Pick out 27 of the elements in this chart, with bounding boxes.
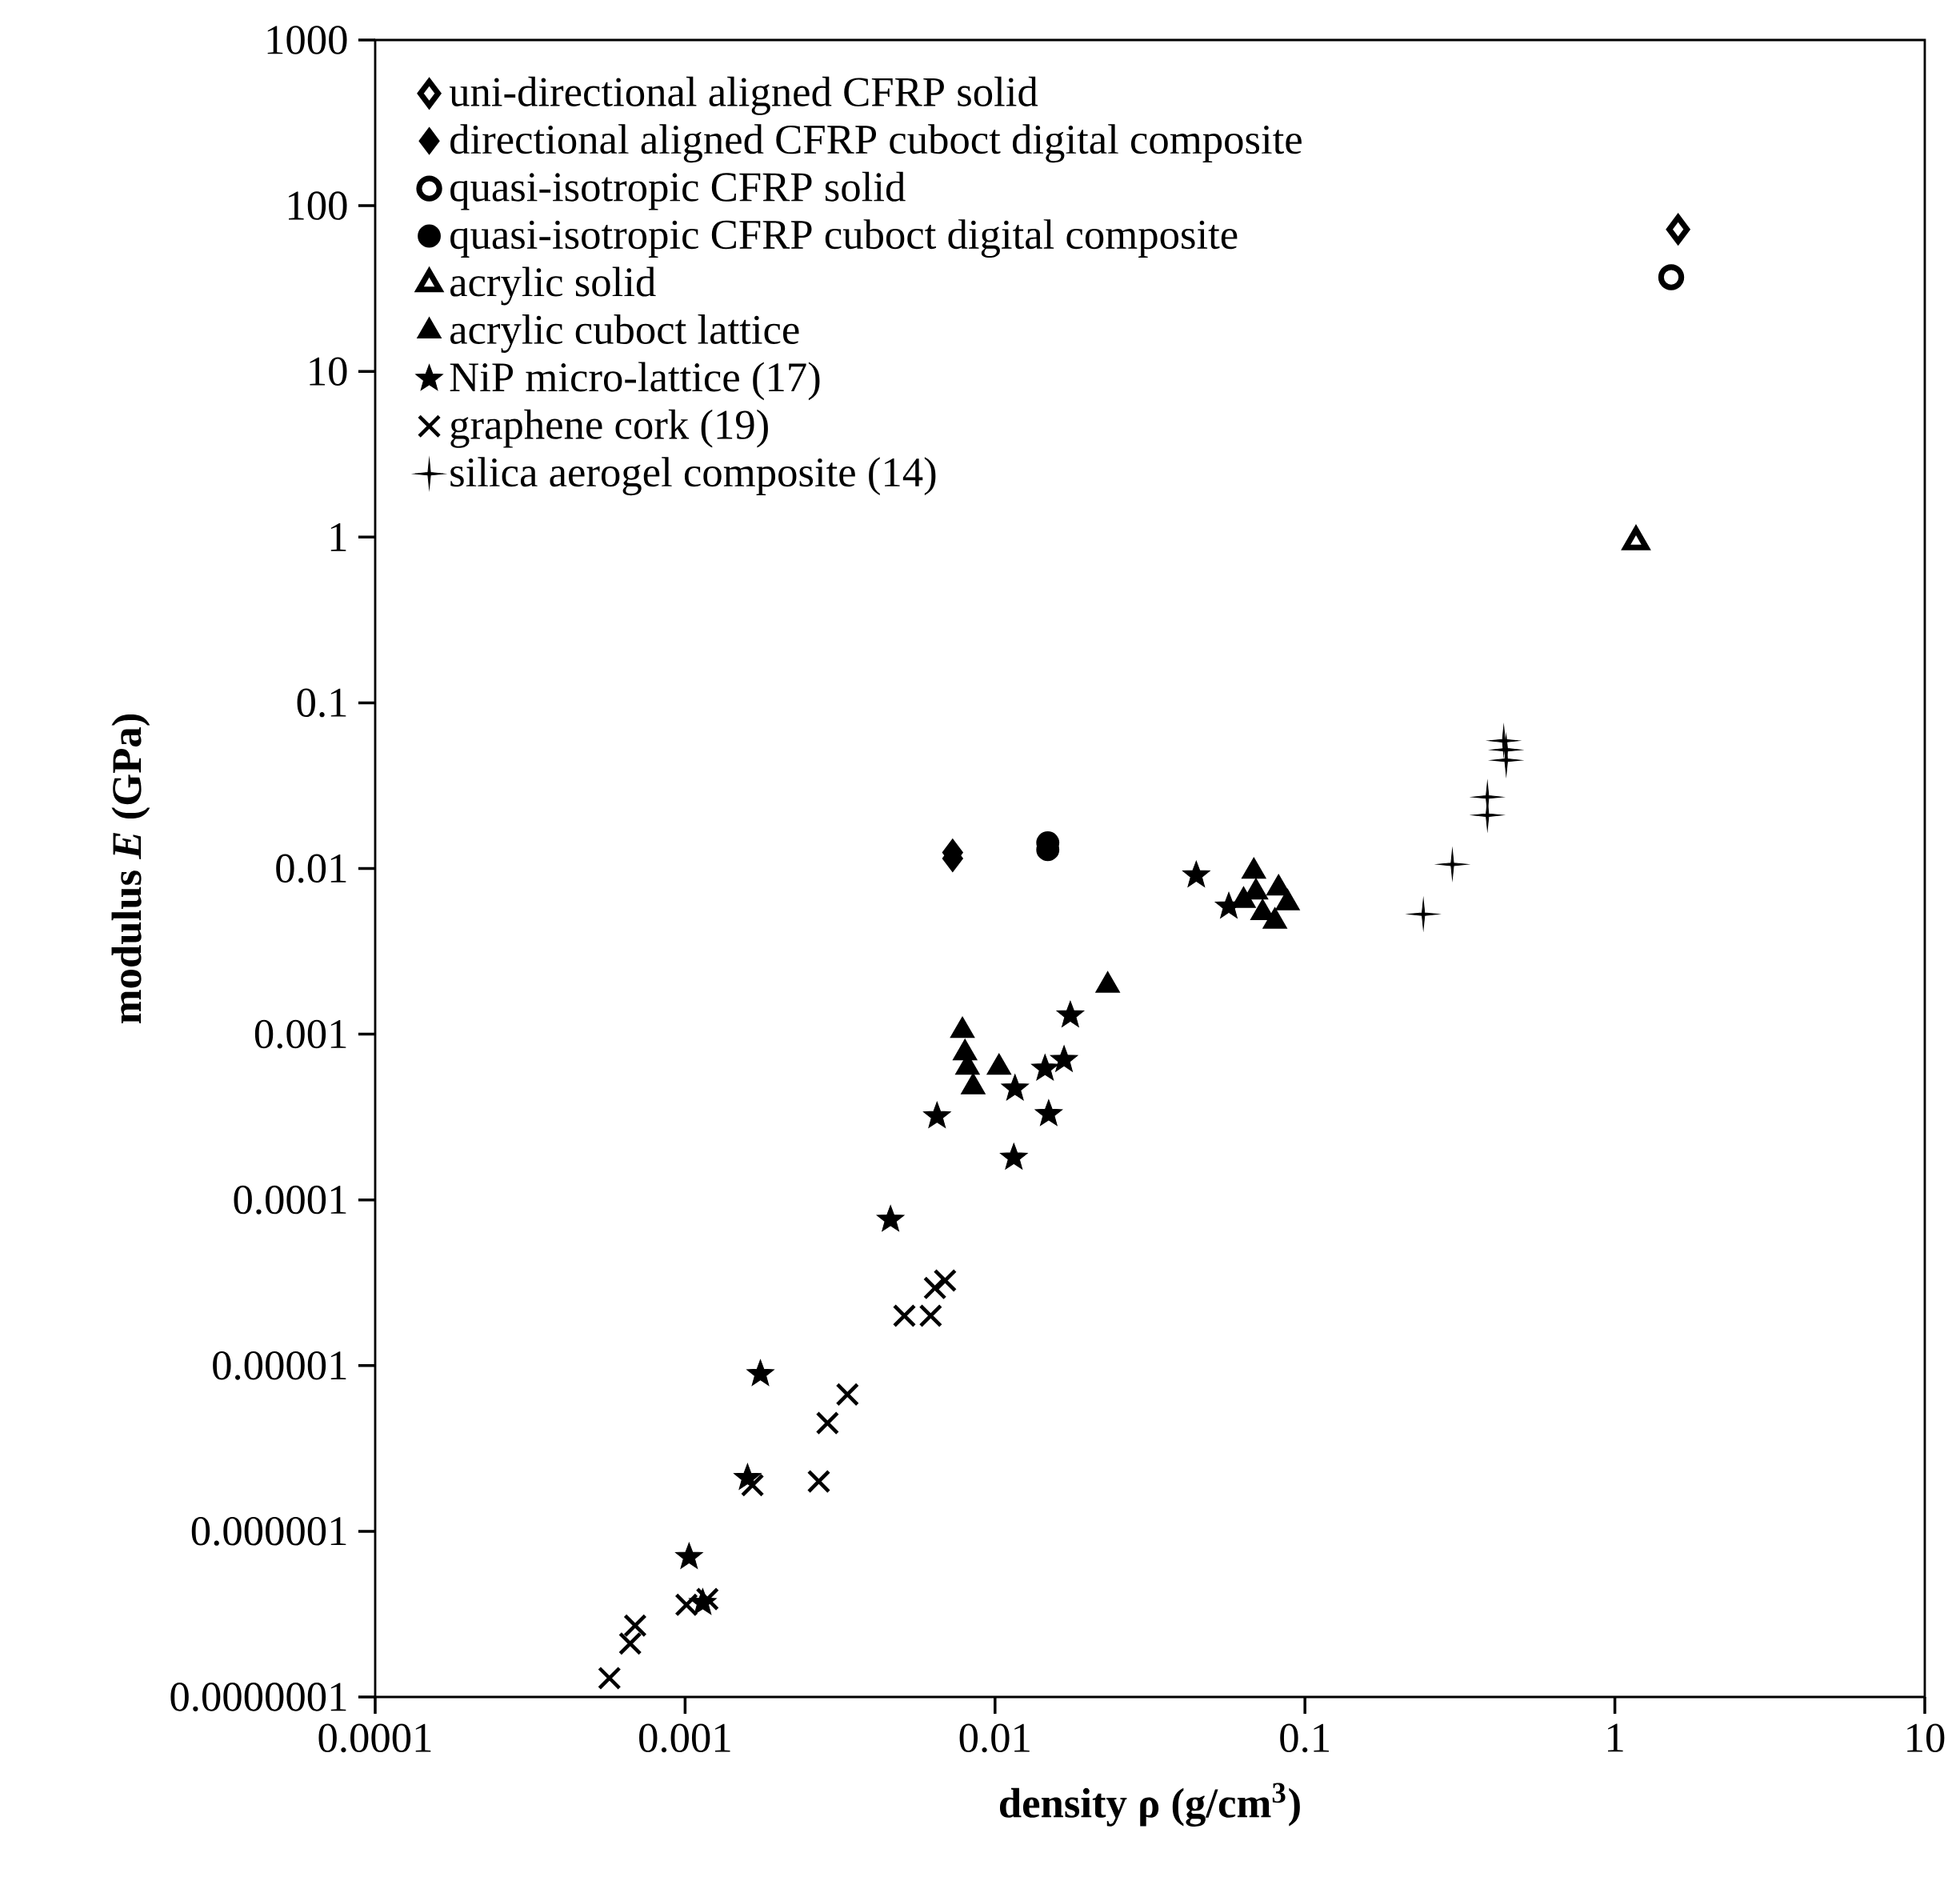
legend-label: acrylic solid <box>450 266 656 306</box>
x-tick-label: 1 <box>1608 1723 1623 1752</box>
legend-label: graphene cork (19) <box>450 409 768 448</box>
x-tick-label: 0.1 <box>1280 1723 1329 1753</box>
y-tick-label: 0.0001 <box>234 1185 346 1215</box>
legend-label: quasi-isotropic CFRP solid <box>450 171 906 210</box>
legend-label: quasi-isotropic CFRP cuboct digital composite <box>450 219 1238 258</box>
y-tick-label: 100 <box>289 191 347 220</box>
y-tick-label: 0.1 <box>297 688 346 718</box>
y-tick-label: 0.0000001 <box>170 1683 346 1711</box>
y-tick-label: 0.001 <box>254 1019 346 1049</box>
legend-label: directional aligned CFRP cuboct digital composite <box>450 124 1302 163</box>
legend-label: acrylic cuboct lattice <box>450 314 799 353</box>
y-tick-label: 0.01 <box>276 854 346 883</box>
legend-label: uni-directional aligned CFRP solid <box>449 76 1038 115</box>
legend-label: silica aerogel composite (14) <box>450 457 936 496</box>
x-tick-label: 10 <box>1907 1723 1945 1752</box>
x-tick-label: 0.01 <box>959 1723 1030 1753</box>
y-tick-label: 1 <box>330 522 346 551</box>
x-axis-title: density ρ (g/cm$^{3}$) <box>999 1783 1300 1827</box>
y-tick-label: 10 <box>310 357 347 386</box>
y-tick-label: 1000 <box>267 26 347 54</box>
legend-label: NiP micro-lattice (17) <box>450 362 820 401</box>
y-tick-label: 0.000001 <box>191 1517 346 1546</box>
y-axis-title: modulus E (GPa) <box>111 714 150 1023</box>
y-tick-label: 0.00001 <box>213 1351 346 1380</box>
x-tick-label: 0.001 <box>639 1723 730 1753</box>
